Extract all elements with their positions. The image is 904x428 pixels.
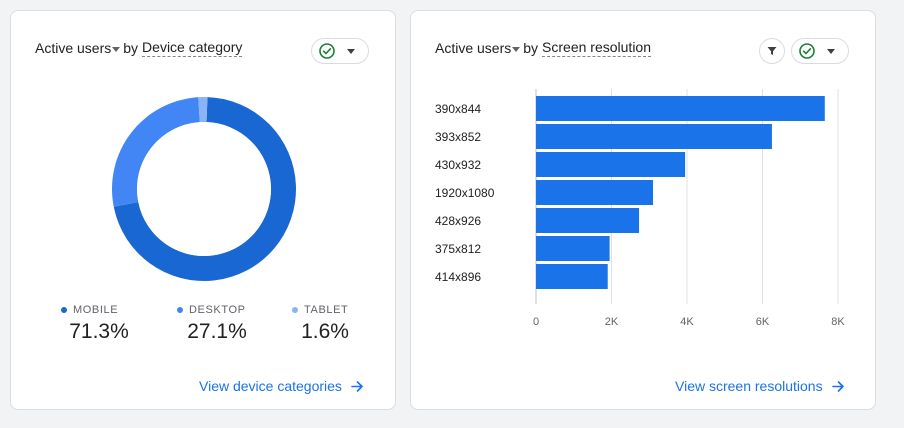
by-text: by (523, 40, 539, 56)
x-tick-label: 8K (831, 316, 845, 328)
bar-375x812[interactable] (536, 236, 610, 261)
metric-selector[interactable]: Active users (35, 40, 112, 56)
view-device-categories-link[interactable]: View device categories (199, 378, 364, 394)
legend-dot (292, 307, 298, 313)
legend-mobile: MOBILE 71.3% (61, 304, 137, 344)
device-category-card: Active users by Device category MOBILE 7… (10, 10, 396, 410)
x-tick-label: 2K (605, 316, 619, 328)
by-text: by (123, 40, 139, 56)
legend-desktop: DESKTOP 27.1% (177, 304, 257, 344)
legend-value: 1.6% (301, 320, 349, 343)
legend-value: 27.1% (187, 320, 247, 343)
donut-slice-tablet[interactable] (198, 97, 208, 123)
check-circle-icon (319, 43, 335, 59)
screen-resolution-card: Active users by Screen resolution 0 2K 4K 6… (410, 10, 876, 410)
dimension-selector[interactable]: Screen resolution (542, 39, 651, 57)
card-title: Active users by Screen resolution (435, 39, 651, 57)
x-tick-label: 6K (756, 316, 770, 328)
link-label: View device categories (199, 378, 342, 394)
category-label: 428x926 (435, 214, 481, 228)
dimension-selector[interactable]: Device category (142, 39, 243, 57)
arrow-right-icon (831, 380, 844, 392)
legend-dot (177, 307, 183, 313)
donut-slice-desktop[interactable] (112, 97, 200, 207)
legend-label: MOBILE (73, 304, 119, 316)
link-label: View screen resolutions (675, 378, 823, 394)
metric-selector[interactable]: Active users (435, 40, 512, 56)
filter-button[interactable] (759, 38, 785, 64)
x-tick-label: 0 (533, 316, 539, 328)
legend-value: 71.3% (69, 320, 129, 343)
legend-dot (61, 307, 67, 313)
chevron-down-icon (347, 48, 355, 54)
filter-icon (767, 47, 777, 55)
category-label: 1920x1080 (435, 186, 495, 200)
legend-label: DESKTOP (189, 304, 246, 316)
data-quality-button[interactable] (791, 38, 849, 64)
legend-tablet: TABLET 1.6% (292, 304, 358, 344)
bar-428x926[interactable] (536, 208, 640, 233)
category-label: 375x812 (435, 242, 481, 256)
category-label: 430x932 (435, 158, 481, 172)
chevron-down-icon (827, 48, 835, 54)
bar-393x852[interactable] (536, 124, 772, 149)
card-title: Active users by Device category (35, 39, 243, 57)
category-label: 414x896 (435, 270, 481, 284)
arrow-right-icon (351, 380, 363, 392)
category-label: 393x852 (435, 130, 481, 144)
view-screen-resolutions-link[interactable]: View screen resolutions (675, 378, 845, 394)
resolution-bar-chart: 0 2K 4K 6K 8K 390x844 393x852 430x932 1920x1080 4… (435, 89, 845, 328)
bar-390x844[interactable] (536, 96, 825, 121)
device-donut-chart (112, 97, 296, 281)
bar-430x932[interactable] (536, 152, 686, 177)
category-label: 390x844 (435, 102, 481, 116)
metric-dropdown-icon[interactable] (512, 46, 521, 52)
bar-414x896[interactable] (536, 264, 608, 289)
check-circle-icon (799, 43, 815, 59)
data-quality-button[interactable] (311, 38, 369, 64)
bar-1920x1080[interactable] (536, 180, 654, 205)
metric-dropdown-icon[interactable] (112, 46, 121, 52)
donut-hole (137, 122, 271, 256)
x-tick-label: 4K (680, 316, 694, 328)
legend-label: TABLET (304, 304, 349, 316)
